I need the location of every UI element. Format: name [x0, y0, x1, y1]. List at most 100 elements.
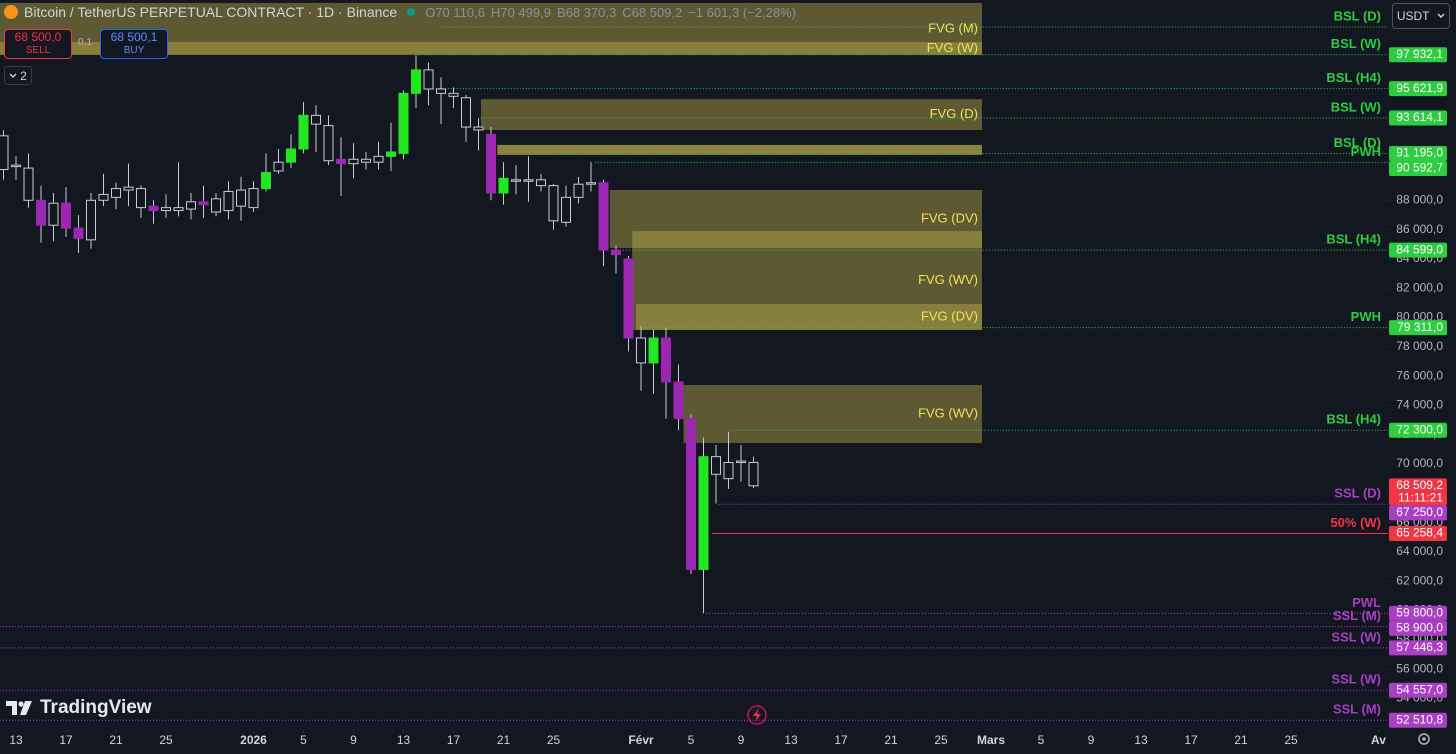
candle-body: [511, 179, 521, 182]
x-tick-label: 25: [1284, 733, 1298, 747]
candle-body: [498, 177, 509, 194]
settings-icon[interactable]: [1418, 733, 1430, 745]
candle-body: [61, 202, 71, 229]
candle-body: [198, 201, 209, 206]
level-tag-text: 54 557,0: [1396, 682, 1443, 696]
candle-body: [348, 158, 359, 165]
gear-center[interactable]: [1422, 737, 1426, 741]
level-tag-text: 67 250,0: [1396, 505, 1443, 519]
candle-body: [223, 191, 234, 212]
candle-body: [186, 201, 196, 210]
level-tag: [1389, 682, 1447, 698]
candle-body: [748, 461, 759, 487]
candle-body: [11, 164, 21, 168]
candle-body: [398, 92, 409, 154]
level-tag: [1389, 242, 1447, 258]
alert-bolt[interactable]: [753, 708, 761, 722]
x-tick-label: Mars: [977, 733, 1005, 747]
candle-body: [673, 381, 684, 420]
buy-button[interactable]: 68 500,1 BUY: [100, 29, 168, 59]
x-tick-label: 25: [159, 733, 173, 747]
candle-body: [461, 97, 471, 128]
x-tick-label: 5: [300, 733, 307, 747]
candle-body: [661, 337, 671, 383]
fvg-label: FVG (WV): [918, 272, 978, 287]
symbol-name[interactable]: Bitcoin / TetherUS PERPETUAL CONTRACT · …: [24, 4, 398, 20]
indicator-toggle[interactable]: 2: [4, 66, 32, 85]
x-tick-label: 9: [738, 733, 745, 747]
candle-body: [311, 114, 321, 125]
candle-body: [273, 161, 284, 172]
x-tick-label: 5: [1038, 733, 1045, 747]
candle-body: [298, 114, 309, 150]
candle-body: [111, 188, 121, 198]
chevron: [9, 73, 17, 78]
alert-icon[interactable]: [747, 705, 767, 725]
level-tag: [1389, 640, 1447, 656]
level-tag-text: 79 311,0: [1397, 320, 1443, 334]
stat: B68 370,3: [556, 4, 617, 20]
level-tag: [1389, 422, 1447, 438]
level-tag-text: 90 592,7: [1396, 161, 1443, 175]
level-tag: [1389, 605, 1447, 621]
level-name: PWL: [1352, 595, 1381, 610]
y-tick-label: 56 000,0: [1396, 661, 1443, 675]
currency-select[interactable]: USDT: [1392, 3, 1450, 29]
chevron: [1437, 13, 1445, 18]
level-name: BSL (W): [1331, 99, 1381, 114]
candle-body: [473, 126, 484, 131]
candle-body: [0, 135, 9, 171]
candle-body: [548, 185, 559, 222]
candle-body: [598, 182, 609, 251]
candle-body: [411, 69, 421, 94]
buy-label: BUY: [123, 45, 145, 56]
x-tick-label: 13: [9, 733, 23, 747]
candle-body: [698, 456, 709, 570]
fvg-label: FVG (W): [927, 40, 978, 55]
candle-body: [361, 158, 371, 163]
candle-body: [48, 202, 59, 226]
logo[interactable]: TradingView: [6, 697, 152, 719]
candle-body: [148, 205, 159, 212]
spread: 0,1: [78, 37, 92, 48]
sell-button[interactable]: 68 500,0 SELL: [4, 29, 72, 59]
indicator-count: 2: [20, 68, 27, 83]
fvg-label: FVG (WV): [918, 405, 978, 420]
fvg-zone: [481, 99, 982, 130]
logo-text: TradingView: [40, 697, 152, 718]
fvg-zone: [636, 304, 982, 330]
buy-price: 68 500,1: [110, 30, 158, 44]
candle-body: [573, 183, 584, 198]
candle-body: [161, 207, 171, 212]
candle-body: [173, 207, 184, 212]
candle-body: [86, 199, 96, 241]
x-tick-label: 17: [1184, 733, 1198, 747]
x-tick-label: 17: [59, 733, 73, 747]
level-tag: [1389, 81, 1447, 97]
y-tick-label: 64 000,0: [1396, 544, 1443, 558]
x-tick-label: 17: [447, 733, 461, 747]
candle-body: [486, 133, 496, 194]
level-tag-text: 59 800,0: [1396, 606, 1443, 620]
candle-body: [373, 155, 384, 163]
x-tick-label: 5: [688, 733, 695, 747]
fvg-label: FVG (M): [928, 20, 978, 35]
candle-body: [336, 158, 346, 165]
stat: −1 601,3 (−2,28%): [688, 4, 796, 20]
level-tag: [1389, 525, 1447, 541]
x-tick-label: 25: [547, 733, 561, 747]
level-tag-text: 93 614,1: [1396, 110, 1443, 124]
level-tag: [1389, 110, 1447, 126]
stat: O70 110,6: [425, 4, 485, 20]
alert-ring[interactable]: [747, 705, 767, 725]
level-tag: [1389, 160, 1447, 176]
level-name: SSL (M): [1333, 702, 1381, 717]
y-tick-label: 88 000,0: [1396, 192, 1443, 206]
candle-body: [386, 151, 396, 157]
candle-body: [723, 462, 734, 480]
candle-body: [736, 460, 746, 464]
y-tick-label: 74 000,0: [1396, 398, 1443, 412]
fvg-zone: [609, 190, 982, 248]
gear[interactable]: [1418, 733, 1430, 745]
